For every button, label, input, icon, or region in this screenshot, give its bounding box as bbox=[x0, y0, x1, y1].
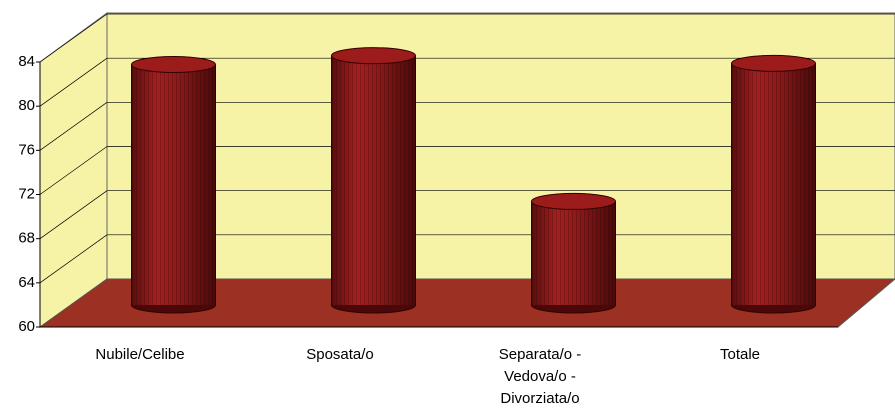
grid-line bbox=[39, 146, 108, 195]
grid-line bbox=[39, 57, 108, 107]
grid-line bbox=[39, 13, 108, 63]
y-tick-label: 64 bbox=[18, 274, 35, 291]
y-tick-label: 68 bbox=[18, 230, 35, 247]
x-tick-label: Separata/o - Vedova/o - Divorziata/o bbox=[499, 346, 582, 407]
grid-line bbox=[39, 234, 108, 284]
x-tick-label: Nubile/Celibe bbox=[95, 346, 184, 363]
grid-line bbox=[39, 190, 108, 239]
y-tick-label: 60 bbox=[18, 318, 35, 335]
bar-texture bbox=[331, 55, 416, 305]
bar-texture bbox=[531, 201, 616, 305]
y-tick-label: 84 bbox=[18, 53, 35, 70]
side-wall bbox=[39, 12, 108, 328]
bar-top bbox=[331, 47, 416, 65]
x-tick-label-line: Separata/o - bbox=[499, 346, 582, 363]
x-tick-label: Totale bbox=[720, 346, 760, 363]
y-tick-label: 80 bbox=[18, 97, 35, 114]
x-tick-label: Sposata/o bbox=[306, 346, 374, 363]
grid-line bbox=[39, 102, 108, 151]
bar-top bbox=[531, 192, 616, 210]
bar-top bbox=[731, 54, 816, 72]
y-tick-label: 76 bbox=[18, 141, 35, 158]
bar-texture bbox=[731, 63, 816, 306]
bar-top bbox=[131, 56, 216, 73]
x-tick-label-line: Vedova/o - bbox=[504, 368, 576, 385]
x-tick-label-line: Divorziata/o bbox=[500, 390, 579, 407]
bar-texture bbox=[131, 64, 216, 305]
y-tick-label: 72 bbox=[18, 185, 35, 202]
